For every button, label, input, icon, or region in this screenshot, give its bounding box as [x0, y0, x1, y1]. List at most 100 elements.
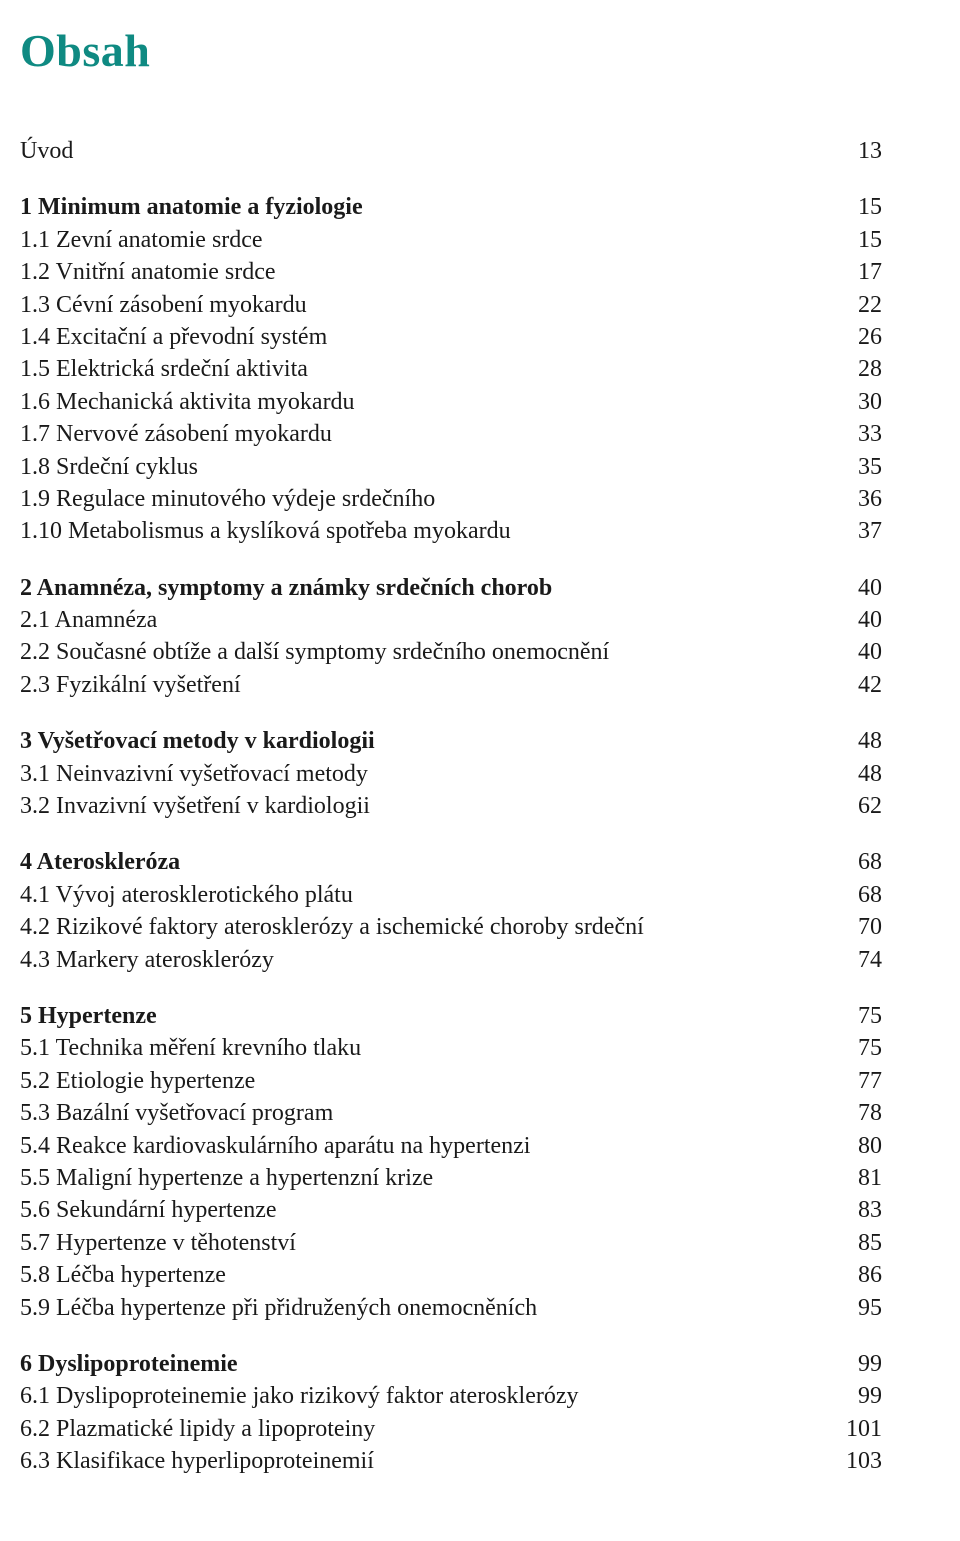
toc-item: 1.2 Vnitřní anatomie srdce17 — [20, 256, 882, 288]
toc-section-head: 5 Hypertenze75 — [20, 1000, 882, 1032]
toc-item: 1.7 Nervové zásobení myokardu33 — [20, 418, 882, 450]
toc-item-page: 48 — [834, 758, 882, 790]
toc-section-head-page: 40 — [834, 572, 882, 604]
toc-item-page: 83 — [834, 1194, 882, 1226]
toc-section-head: 2 Anamnéza, symptomy a známky srdečních … — [20, 572, 882, 604]
toc-item-label: 5.1 Technika měření krevního tlaku — [20, 1032, 834, 1064]
toc-item-page: 68 — [834, 879, 882, 911]
toc-item-label: 6.1 Dyslipoproteinemie jako rizikový fak… — [20, 1380, 834, 1412]
toc-item: 5.7 Hypertenze v těhotenství85 — [20, 1227, 882, 1259]
toc-item-page: 22 — [834, 289, 882, 321]
toc-item-label: 1.6 Mechanická aktivita myokardu — [20, 386, 834, 418]
toc-item: 4.3 Markery aterosklerózy74 — [20, 944, 882, 976]
toc-item: 5.6 Sekundární hypertenze83 — [20, 1194, 882, 1226]
toc-section-head: 4 Ateroskleróza68 — [20, 846, 882, 878]
toc-item: 6.2 Plazmatické lipidy a lipoproteiny101 — [20, 1413, 882, 1445]
toc-item: 2.3 Fyzikální vyšetření42 — [20, 669, 882, 701]
toc-section: 5 Hypertenze755.1 Technika měření krevní… — [20, 1000, 882, 1324]
toc-item-label: 6.2 Plazmatické lipidy a lipoproteiny — [20, 1413, 834, 1445]
toc-item: 2.2 Současné obtíže a další symptomy srd… — [20, 636, 882, 668]
toc-item-label: 2.1 Anamnéza — [20, 604, 834, 636]
toc-item: 1.9 Regulace minutového výdeje srdečního… — [20, 483, 882, 515]
toc-item-page: 77 — [834, 1065, 882, 1097]
toc-item-label: 1.5 Elektrická srdeční aktivita — [20, 353, 834, 385]
table-of-contents: Úvod 13 1 Minimum anatomie a fyziologie1… — [20, 135, 882, 1477]
toc-item-label: 1.7 Nervové zásobení myokardu — [20, 418, 834, 450]
toc-item-page: 35 — [834, 451, 882, 483]
toc-item-page: 28 — [834, 353, 882, 385]
toc-item-page: 85 — [834, 1227, 882, 1259]
toc-item-label: 4.1 Vývoj aterosklerotického plátu — [20, 879, 834, 911]
toc-item-page: 86 — [834, 1259, 882, 1291]
toc-item-page: 99 — [834, 1380, 882, 1412]
toc-item-label: 1.2 Vnitřní anatomie srdce — [20, 256, 834, 288]
toc-item-label: 2.2 Současné obtíže a další symptomy srd… — [20, 636, 834, 668]
toc-item: 1.3 Cévní zásobení myokardu22 — [20, 289, 882, 321]
toc-section-head-label: 6 Dyslipoproteinemie — [20, 1348, 834, 1380]
toc-section: 6 Dyslipoproteinemie996.1 Dyslipoprotein… — [20, 1348, 882, 1478]
toc-section-head: 1 Minimum anatomie a fyziologie15 — [20, 191, 882, 223]
toc-intro-group: Úvod 13 — [20, 135, 882, 167]
toc-item-page: 26 — [834, 321, 882, 353]
toc-item-label: 5.2 Etiologie hypertenze — [20, 1065, 834, 1097]
toc-section: 2 Anamnéza, symptomy a známky srdečních … — [20, 572, 882, 702]
toc-item-page: 95 — [834, 1292, 882, 1324]
toc-item-label: 6.3 Klasifikace hyperlipoproteinemií — [20, 1445, 834, 1477]
toc-item-page: 80 — [834, 1130, 882, 1162]
toc-section: 4 Ateroskleróza684.1 Vývoj ateroskleroti… — [20, 846, 882, 976]
toc-section-head-label: 4 Ateroskleróza — [20, 846, 834, 878]
toc-item: 2.1 Anamnéza40 — [20, 604, 882, 636]
toc-section-head-page: 15 — [834, 191, 882, 223]
toc-item: 1.6 Mechanická aktivita myokardu30 — [20, 386, 882, 418]
toc-intro-label: Úvod — [20, 135, 834, 167]
toc-item: 1.8 Srdeční cyklus35 — [20, 451, 882, 483]
toc-item-label: 5.4 Reakce kardiovaskulárního aparátu na… — [20, 1130, 834, 1162]
toc-item-page: 15 — [834, 224, 882, 256]
toc-item-page: 75 — [834, 1032, 882, 1064]
toc-section-head-label: 1 Minimum anatomie a fyziologie — [20, 191, 834, 223]
toc-item: 4.1 Vývoj aterosklerotického plátu68 — [20, 879, 882, 911]
toc-item-page: 30 — [834, 386, 882, 418]
toc-item-label: 5.7 Hypertenze v těhotenství — [20, 1227, 834, 1259]
toc-item-page: 78 — [834, 1097, 882, 1129]
toc-item-label: 5.3 Bazální vyšetřovací program — [20, 1097, 834, 1129]
toc-intro-row: Úvod 13 — [20, 135, 882, 167]
toc-section: 1 Minimum anatomie a fyziologie151.1 Zev… — [20, 191, 882, 547]
toc-item: 1.10 Metabolismus a kyslíková spotřeba m… — [20, 515, 882, 547]
toc-section-head-label: 5 Hypertenze — [20, 1000, 834, 1032]
toc-item-label: 5.9 Léčba hypertenze při přidružených on… — [20, 1292, 834, 1324]
toc-item-page: 103 — [834, 1445, 882, 1477]
toc-item-page: 74 — [834, 944, 882, 976]
toc-item: 5.2 Etiologie hypertenze77 — [20, 1065, 882, 1097]
toc-item-page: 40 — [834, 636, 882, 668]
toc-item-page: 81 — [834, 1162, 882, 1194]
toc-item: 3.2 Invazivní vyšetření v kardiologii62 — [20, 790, 882, 822]
toc-item-label: 5.6 Sekundární hypertenze — [20, 1194, 834, 1226]
toc-item: 3.1 Neinvazivní vyšetřovací metody48 — [20, 758, 882, 790]
toc-item-page: 70 — [834, 911, 882, 943]
toc-item-page: 33 — [834, 418, 882, 450]
toc-item-page: 42 — [834, 669, 882, 701]
toc-item-page: 40 — [834, 604, 882, 636]
toc-item-label: 1.3 Cévní zásobení myokardu — [20, 289, 834, 321]
toc-item: 5.1 Technika měření krevního tlaku75 — [20, 1032, 882, 1064]
toc-item: 1.4 Excitační a převodní systém26 — [20, 321, 882, 353]
toc-item: 6.1 Dyslipoproteinemie jako rizikový fak… — [20, 1380, 882, 1412]
toc-item: 6.3 Klasifikace hyperlipoproteinemií103 — [20, 1445, 882, 1477]
toc-item: 5.8 Léčba hypertenze86 — [20, 1259, 882, 1291]
toc-section-head: 6 Dyslipoproteinemie99 — [20, 1348, 882, 1380]
toc-item-label: 2.3 Fyzikální vyšetření — [20, 669, 834, 701]
toc-item: 5.9 Léčba hypertenze při přidružených on… — [20, 1292, 882, 1324]
toc-item-label: 5.8 Léčba hypertenze — [20, 1259, 834, 1291]
toc-item-label: 5.5 Maligní hypertenze a hypertenzní kri… — [20, 1162, 834, 1194]
toc-item: 5.3 Bazální vyšetřovací program78 — [20, 1097, 882, 1129]
toc-item-label: 3.2 Invazivní vyšetření v kardiologii — [20, 790, 834, 822]
toc-item-page: 62 — [834, 790, 882, 822]
toc-section-head-label: 2 Anamnéza, symptomy a známky srdečních … — [20, 572, 834, 604]
toc-section-head-page: 68 — [834, 846, 882, 878]
toc-item-label: 4.3 Markery aterosklerózy — [20, 944, 834, 976]
toc-item-label: 1.4 Excitační a převodní systém — [20, 321, 834, 353]
toc-item: 1.1 Zevní anatomie srdce15 — [20, 224, 882, 256]
toc-section-head-page: 48 — [834, 725, 882, 757]
toc-item: 5.5 Maligní hypertenze a hypertenzní kri… — [20, 1162, 882, 1194]
